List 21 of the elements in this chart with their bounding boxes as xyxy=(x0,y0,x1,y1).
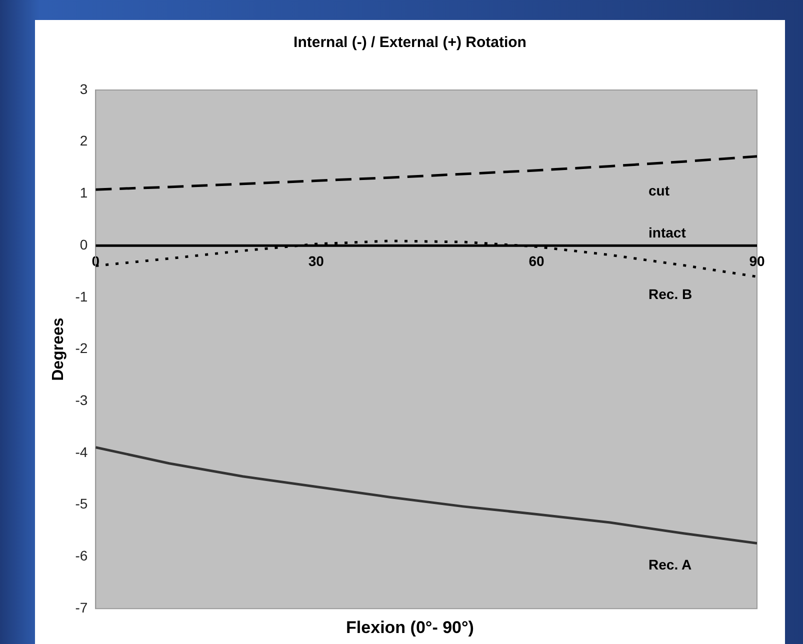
series-label: intact xyxy=(648,224,686,240)
x-tick-label: 30 xyxy=(308,252,324,269)
x-tick-label: 60 xyxy=(528,252,545,269)
y-tick-label: -1 xyxy=(75,288,88,304)
series-label: cut xyxy=(648,182,670,198)
y-tick-label: 2 xyxy=(80,132,88,149)
series-label: Rec. A xyxy=(648,556,692,572)
y-tick-label: -2 xyxy=(75,340,88,356)
y-tick-label: -4 xyxy=(75,444,88,460)
y-tick-label: -5 xyxy=(75,496,88,512)
series-label: Rec. B xyxy=(648,286,692,302)
x-axis-title: Flexion (0°- 90°) xyxy=(345,618,475,638)
y-tick-label: -3 xyxy=(75,392,88,408)
x-tick-label: 90 xyxy=(749,252,765,269)
y-tick-label: -6 xyxy=(75,548,88,564)
y-tick-label: 1 xyxy=(80,184,88,201)
chart-title: Internal (-) / External (+) Rotation xyxy=(292,34,528,51)
y-axis-title: Degrees xyxy=(50,318,68,381)
y-tick-label: 0 xyxy=(80,236,88,252)
y-tick-label: -7 xyxy=(75,599,88,616)
y-tick-label: 3 xyxy=(80,80,88,97)
